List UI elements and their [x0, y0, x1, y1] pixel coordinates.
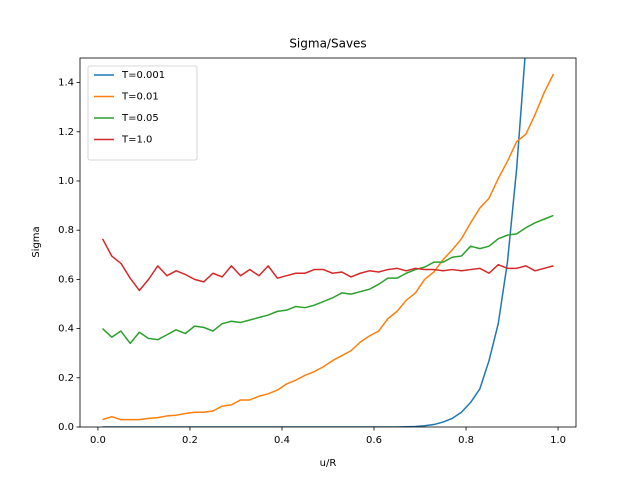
y-tick-label: 0.0: [58, 422, 74, 433]
series-line: [102, 214, 554, 345]
legend-label: T=0.001: [121, 70, 165, 81]
x-tick-label: 0.6: [366, 435, 382, 446]
y-tick-label: 1.4: [58, 78, 74, 89]
legend-label: T=0.05: [121, 113, 159, 124]
legend-label: T=0.01: [121, 92, 159, 103]
legend-box: [87, 65, 198, 161]
y-tick-label: 0.4: [58, 324, 74, 335]
series-line: [102, 73, 555, 421]
x-tick-label: 0.8: [458, 435, 474, 446]
legend-label: T=1.0: [121, 135, 152, 146]
x-axis-label: u/R: [320, 458, 337, 469]
y-tick-label: 0.2: [58, 373, 74, 384]
chart-title: Sigma/Saves: [289, 37, 366, 51]
y-axis-label: Sigma: [31, 226, 42, 257]
x-tick-label: 1.0: [550, 435, 566, 446]
x-tick-label: 0.0: [90, 435, 106, 446]
series-line: [102, 58, 526, 427]
y-tick-label: 1.2: [58, 127, 74, 138]
y-tick-label: 0.6: [58, 274, 74, 285]
y-tick-label: 0.8: [58, 225, 74, 236]
axes-frame: [79, 57, 577, 428]
x-tick-label: 0.2: [182, 435, 198, 446]
plot-lines: [101, 58, 555, 427]
series-line: [101, 238, 554, 292]
x-tick-label: 0.4: [274, 435, 290, 446]
y-tick-label: 1.0: [58, 176, 74, 187]
